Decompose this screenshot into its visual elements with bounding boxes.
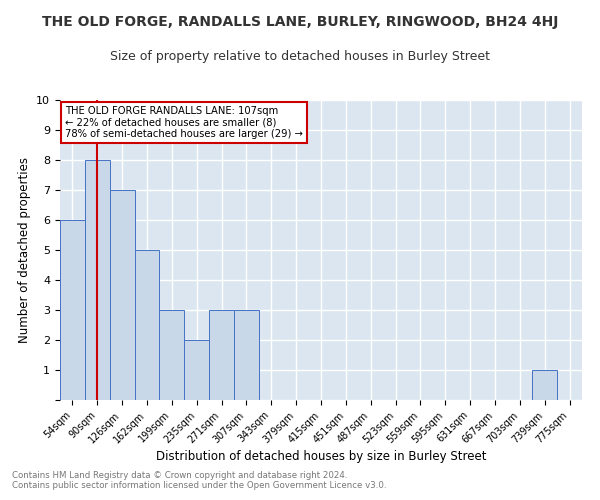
Text: Size of property relative to detached houses in Burley Street: Size of property relative to detached ho…	[110, 50, 490, 63]
Bar	[234, 310, 259, 400]
Text: Contains HM Land Registry data © Crown copyright and database right 2024.
Contai: Contains HM Land Registry data © Crown c…	[12, 470, 386, 490]
Text: THE OLD FORGE RANDALLS LANE: 107sqm
← 22% of detached houses are smaller (8)
78%: THE OLD FORGE RANDALLS LANE: 107sqm ← 22…	[65, 106, 303, 139]
X-axis label: Distribution of detached houses by size in Burley Street: Distribution of detached houses by size …	[156, 450, 486, 464]
Bar	[60, 220, 85, 400]
Bar	[160, 310, 184, 400]
Bar	[85, 160, 110, 400]
Bar	[184, 340, 209, 400]
Bar	[209, 310, 234, 400]
Bar	[532, 370, 557, 400]
Bar	[134, 250, 160, 400]
Bar	[110, 190, 134, 400]
Text: THE OLD FORGE, RANDALLS LANE, BURLEY, RINGWOOD, BH24 4HJ: THE OLD FORGE, RANDALLS LANE, BURLEY, RI…	[42, 15, 558, 29]
Y-axis label: Number of detached properties: Number of detached properties	[18, 157, 31, 343]
